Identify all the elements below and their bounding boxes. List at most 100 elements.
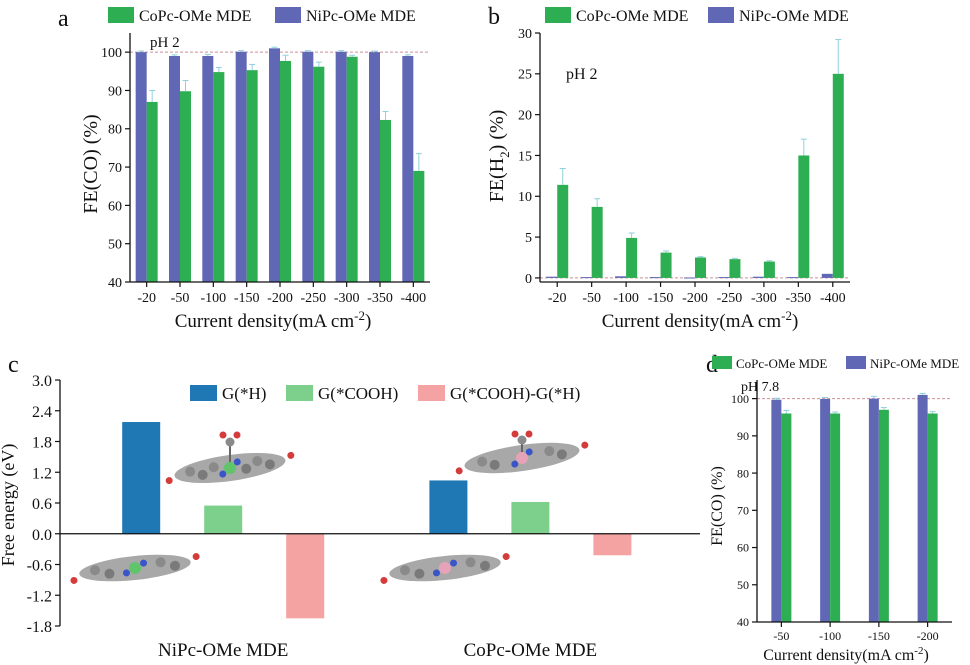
annotation-d: pH 7.8 [741, 380, 779, 395]
legend-c: G(*H) G(*COOH) G(*COOH)-G(*H) [190, 384, 580, 403]
y-axis-label-a: FE(CO) (%) [80, 114, 102, 213]
pd-ytick-label-1: 50 [737, 578, 749, 592]
pa-ytick-label-1: 50 [108, 238, 122, 253]
panel-d: d CoPc-OMe MDE NiPc-OMe MDE 405060708090… [706, 352, 959, 664]
pa-xtick-label-3: -150 [234, 291, 260, 306]
legend-b-label-nipc: NiPc-OMe MDE [739, 8, 849, 25]
legend-b-swatch-copc [545, 7, 571, 23]
molecule-nipc-h-image [70, 553, 200, 584]
molecule-copc-h-image [380, 553, 510, 584]
plot-area-a: 40 50 60 70 80 90 100 -20 -50 -100 -150 -200 -250 -30… [101, 33, 430, 306]
legend-c-swatch-gdiff [418, 385, 445, 401]
pa-bar-copc-8 [413, 170, 425, 282]
pa-bar-copc-7 [380, 119, 391, 282]
panel-b-letter: b [488, 4, 500, 30]
pb-xtick-label-5: -250 [717, 291, 743, 306]
legend-a-swatch-nipc [275, 7, 301, 23]
pc-ytick-label-8: 3.0 [32, 373, 52, 390]
pa-bar-nipc-0 [135, 52, 147, 283]
pb-xtick-label-4: -200 [682, 291, 708, 306]
pb-bar-nipc-6 [752, 276, 764, 278]
pb-bar-copc-6 [763, 261, 775, 278]
panel-b: b CoPc-OMe MDE NiPc-OMe MDE 0 5 10 15 20 25 30… [486, 4, 850, 332]
pa-bar-copc-6 [346, 56, 358, 283]
pb-xtick-label-0: -20 [548, 291, 567, 306]
pb-xtick-label-3: -150 [648, 291, 674, 306]
pb-ytick-label-4: 20 [518, 109, 532, 124]
pa-xtick-label-4: -200 [267, 291, 293, 306]
panel-a-letter: a [58, 6, 69, 32]
pc-bar-gcooh-0 [204, 505, 243, 534]
x-axis-label-d-main: Current density [763, 647, 862, 664]
molecule-copc-cooh-image [455, 430, 589, 475]
pc-category-label-1: CoPc-OMe MDE [464, 640, 598, 661]
x-axis-label-a-sup: -2 [354, 308, 365, 323]
molecule-nipc-cooh-image [165, 431, 295, 485]
pa-xtick-label-7: -350 [367, 291, 393, 306]
pb-bar-copc-5 [729, 259, 741, 278]
legend-c-label-gcooh: G(*COOH) [318, 384, 398, 403]
annotation-a: pH 2 [150, 35, 180, 51]
y-axis-label-d: FE(CO) (%) [709, 466, 726, 546]
pb-bar-nipc-8 [821, 273, 833, 278]
pd-bar-copc-1 [830, 413, 841, 622]
pd-bar-nipc-2 [868, 398, 879, 622]
plot-area-d: 40 50 60 70 80 90 100 -50 -100 -150 -200 [731, 380, 952, 643]
pb-ytick-label-6: 30 [518, 27, 532, 42]
pb-ytick-label-1: 5 [525, 231, 532, 246]
x-axis-label-b-sup: -2 [781, 308, 792, 323]
legend-d-label-copc: CoPc-OMe MDE [736, 356, 827, 371]
pb-xtick-label-7: -350 [785, 291, 811, 306]
pa-bar-nipc-7 [369, 52, 380, 283]
pb-bar-copc-8 [832, 73, 844, 278]
pb-bar-nipc-5 [718, 277, 730, 279]
pb-bar-nipc-7 [787, 277, 799, 279]
pb-bar-nipc-4 [684, 277, 695, 279]
pa-bar-nipc-8 [402, 55, 414, 282]
pa-bar-nipc-2 [202, 55, 214, 282]
x-axis-label-d-unit: (mA cm [862, 647, 915, 664]
legend-d-swatch-copc [712, 356, 732, 369]
legend-d-swatch-nipc [846, 356, 866, 369]
pb-ytick-label-2: 10 [518, 190, 532, 205]
pa-xtick-label-8: -400 [400, 291, 426, 306]
pb-bar-copc-7 [798, 155, 810, 278]
pa-bar-nipc-6 [335, 51, 347, 283]
pc-ytick-label-2: -0.6 [27, 558, 52, 575]
pa-xtick-label-2: -100 [200, 291, 226, 306]
pd-xtick-label-2: -150 [868, 629, 890, 643]
y-axis-label-b: FE(H2) (%) [486, 110, 512, 203]
pb-bar-copc-4 [695, 257, 706, 278]
pb-bar-copc-3 [660, 252, 672, 278]
pd-xtick-label-0: -50 [773, 629, 789, 643]
pc-bar-gh-1 [429, 480, 468, 534]
pc-ytick-label-5: 1.2 [32, 465, 52, 482]
pa-bar-copc-1 [180, 91, 191, 282]
pd-ytick-label-4: 80 [737, 466, 749, 480]
pa-ytick-label-4: 80 [108, 123, 122, 138]
legend-a-label-copc: CoPc-OMe MDE [139, 8, 251, 25]
pd-bar-copc-3 [927, 413, 938, 622]
legend-b-label-copc: CoPc-OMe MDE [576, 8, 688, 25]
pc-bar-gdiff-1 [593, 533, 632, 556]
legend-d-label-nipc: NiPc-OMe MDE [870, 356, 959, 371]
pc-ytick-label-4: 0.6 [32, 496, 52, 513]
pa-bar-copc-2 [213, 72, 225, 282]
pa-bar-copc-4 [280, 60, 291, 282]
pc-bar-gcooh-1 [511, 501, 550, 534]
pb-ytick-label-3: 15 [518, 149, 532, 164]
pa-ytick-label-5: 90 [108, 84, 122, 99]
x-axis-label-a: Current density(mA cm-2) [175, 308, 372, 332]
pd-bar-copc-0 [781, 413, 792, 622]
legend-c-label-gh: G(*H) [222, 384, 266, 403]
annotation-b: pH 2 [566, 66, 598, 83]
pd-ytick-label-5: 90 [737, 429, 749, 443]
pa-bar-copc-0 [146, 101, 158, 282]
pa-ytick-label-0: 40 [108, 276, 122, 291]
pa-xtick-label-5: -250 [300, 291, 326, 306]
pd-xtick-label-3: -200 [917, 629, 939, 643]
pc-bar-gdiff-0 [286, 533, 325, 619]
legend-a-label-nipc: NiPc-OMe MDE [306, 8, 416, 25]
pb-bar-nipc-2 [615, 276, 627, 278]
